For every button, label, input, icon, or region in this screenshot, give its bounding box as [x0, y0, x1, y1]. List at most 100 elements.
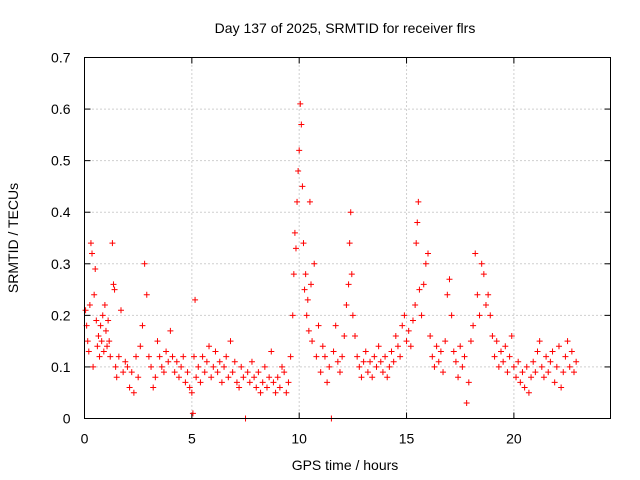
- data-point: [184, 369, 191, 376]
- data-point: [128, 369, 135, 376]
- data-point: [500, 358, 507, 365]
- data-point: [171, 369, 178, 376]
- data-point: [122, 358, 129, 365]
- plot-frame: [84, 57, 611, 419]
- data-point: [386, 363, 393, 370]
- data-point: [517, 379, 524, 386]
- data-point: [433, 343, 440, 350]
- data-point: [300, 240, 307, 247]
- data-point: [317, 369, 324, 376]
- data-point: [115, 353, 122, 360]
- data-point: [521, 384, 528, 391]
- data-point: [135, 374, 142, 381]
- data-point: [418, 312, 425, 319]
- data-point: [343, 302, 350, 309]
- data-point: [201, 369, 208, 376]
- y-tick-label: 0.2: [51, 307, 71, 323]
- data-point: [446, 276, 453, 283]
- data-point: [186, 384, 193, 391]
- data-point: [294, 198, 301, 205]
- data-point: [223, 353, 230, 360]
- data-point: [452, 358, 459, 365]
- data-point: [106, 338, 113, 345]
- data-point: [225, 374, 232, 381]
- data-point: [551, 379, 558, 386]
- data-point: [163, 348, 170, 355]
- data-point: [405, 327, 412, 334]
- data-point: [412, 302, 419, 309]
- data-point: [139, 322, 146, 329]
- data-point: [148, 363, 155, 370]
- data-point: [334, 358, 341, 365]
- data-point: [279, 363, 286, 370]
- data-point: [506, 353, 513, 360]
- data-point: [367, 358, 374, 365]
- data-point: [399, 322, 406, 329]
- data-point: [190, 353, 197, 360]
- data-point: [97, 322, 104, 329]
- data-point: [444, 291, 451, 298]
- data-point: [126, 384, 133, 391]
- data-point: [304, 296, 311, 303]
- data-point: [416, 286, 423, 293]
- data-point: [510, 363, 517, 370]
- data-point: [431, 363, 438, 370]
- data-point: [457, 343, 464, 350]
- data-point: [251, 374, 258, 381]
- data-point: [124, 363, 131, 370]
- data-point: [352, 332, 359, 339]
- data-point: [227, 338, 234, 345]
- data-point: [297, 100, 304, 107]
- data-point: [437, 348, 444, 355]
- data-point: [440, 369, 447, 376]
- data-point: [268, 348, 275, 355]
- data-point: [467, 338, 474, 345]
- data-point: [536, 338, 543, 345]
- data-point: [502, 343, 509, 350]
- data-point: [92, 265, 99, 272]
- y-tick-label: 0.5: [51, 153, 71, 169]
- data-point: [130, 389, 137, 396]
- data-point: [193, 374, 200, 381]
- data-point: [285, 379, 292, 386]
- data-point: [465, 379, 472, 386]
- data-point: [270, 379, 277, 386]
- data-point: [248, 358, 255, 365]
- y-tick-label: 0.7: [51, 50, 71, 66]
- data-point: [360, 358, 367, 365]
- data-point: [362, 348, 369, 355]
- data-point: [283, 389, 290, 396]
- data-point: [482, 302, 489, 309]
- x-tick-label: 5: [188, 431, 196, 447]
- data-point: [379, 369, 386, 376]
- data-point: [373, 363, 380, 370]
- data-point: [420, 281, 427, 288]
- data-point: [101, 302, 108, 309]
- data-point: [425, 250, 432, 257]
- data-point: [377, 358, 384, 365]
- data-point: [145, 353, 152, 360]
- data-point: [319, 343, 326, 350]
- data-point: [298, 121, 305, 128]
- grid: [84, 57, 611, 419]
- data-point: [534, 348, 541, 355]
- data-point: [82, 307, 89, 314]
- data-point: [259, 379, 266, 386]
- data-point: [208, 374, 215, 381]
- data-point: [427, 332, 434, 339]
- y-tick-label: 0.4: [51, 204, 71, 220]
- data-point: [199, 353, 206, 360]
- data-point: [229, 369, 236, 376]
- data-point: [143, 291, 150, 298]
- data-point: [291, 229, 298, 236]
- data-point: [315, 322, 322, 329]
- x-tick-label: 15: [399, 431, 415, 447]
- data-point: [233, 379, 240, 386]
- data-point: [89, 250, 96, 257]
- data-point: [91, 291, 98, 298]
- data-point: [180, 353, 187, 360]
- data-point: [384, 374, 391, 381]
- data-point: [253, 384, 260, 391]
- data-point: [257, 389, 264, 396]
- data-point: [476, 312, 483, 319]
